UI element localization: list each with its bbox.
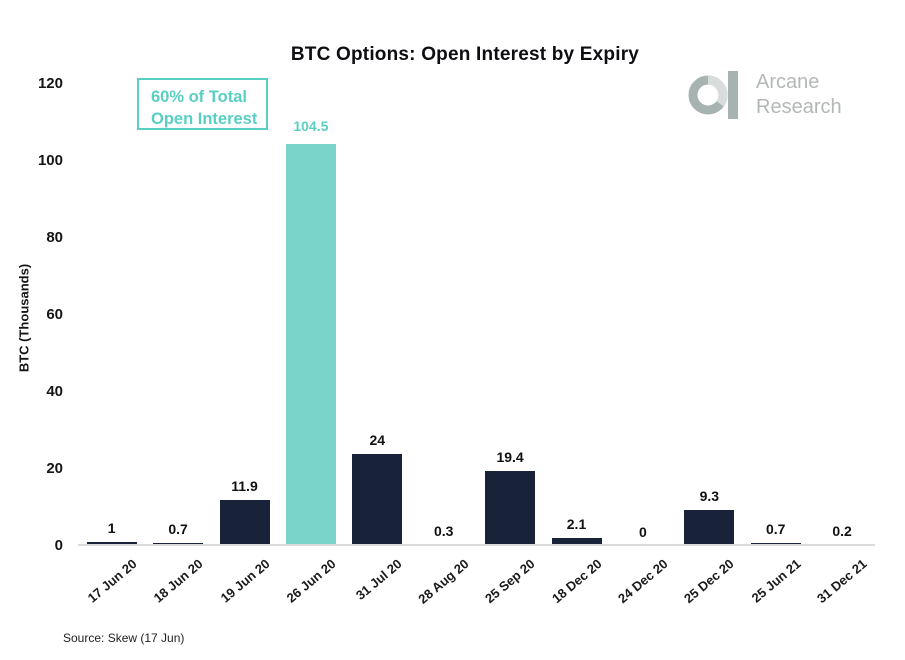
chart-title: BTC Options: Open Interest by Expiry xyxy=(290,44,640,65)
annotation-line1: 60% of Total xyxy=(151,88,247,106)
bar-value-label: 0.2 xyxy=(832,523,852,540)
y-tick-label: 120 xyxy=(37,75,63,92)
bar-31-jul-20 xyxy=(352,453,403,546)
arcane-research-logo: Arcane Research xyxy=(688,70,842,120)
bar-26-jun-20 xyxy=(285,143,336,546)
bar-value-label: 1 xyxy=(107,520,116,537)
logo-text-line1: Arcane xyxy=(756,71,820,93)
annotation-box: 60% of Total Open Interest xyxy=(137,78,268,130)
bar-value-label: 24 xyxy=(369,431,386,448)
x-axis-line xyxy=(78,544,875,546)
bar-18-dec-20 xyxy=(551,537,602,546)
arcane-logo-icon xyxy=(688,70,740,120)
bar-25-dec-20 xyxy=(684,510,735,546)
bar-value-label: 11.9 xyxy=(231,478,258,495)
logo-text-line2: Research xyxy=(756,96,842,118)
bar-value-label: 0.3 xyxy=(433,522,454,539)
bar-19-jun-20 xyxy=(219,500,270,546)
y-tick-label: 100 xyxy=(37,152,63,169)
bar-value-label: 0.7 xyxy=(168,521,188,538)
bar-value-label: 104.5 xyxy=(293,117,329,134)
annotation-line2: Open Interest xyxy=(151,110,258,128)
bar-value-label: 2.1 xyxy=(566,515,587,532)
bar-value-label: 9.3 xyxy=(699,488,720,505)
logo-text: Arcane Research xyxy=(756,70,842,120)
bar-25-sep-20 xyxy=(485,471,536,546)
y-tick-label: 0 xyxy=(54,537,63,554)
plot-area: 1 0.7 11.9 104.5 24 0.3 19.4 2.1 0 9.3 0.7 0.2 xyxy=(78,84,878,546)
source-note: Source: Skew (17 Jun) xyxy=(63,631,185,645)
bar-value-label: 0 xyxy=(638,524,647,540)
bar-value-label: 19.4 xyxy=(496,449,524,466)
y-tick-label: 20 xyxy=(46,460,63,477)
y-tick-label: 80 xyxy=(46,229,63,246)
y-tick-label: 40 xyxy=(46,383,63,400)
y-tick-label: 60 xyxy=(46,306,63,323)
bar-value-label: 0.7 xyxy=(765,521,786,538)
